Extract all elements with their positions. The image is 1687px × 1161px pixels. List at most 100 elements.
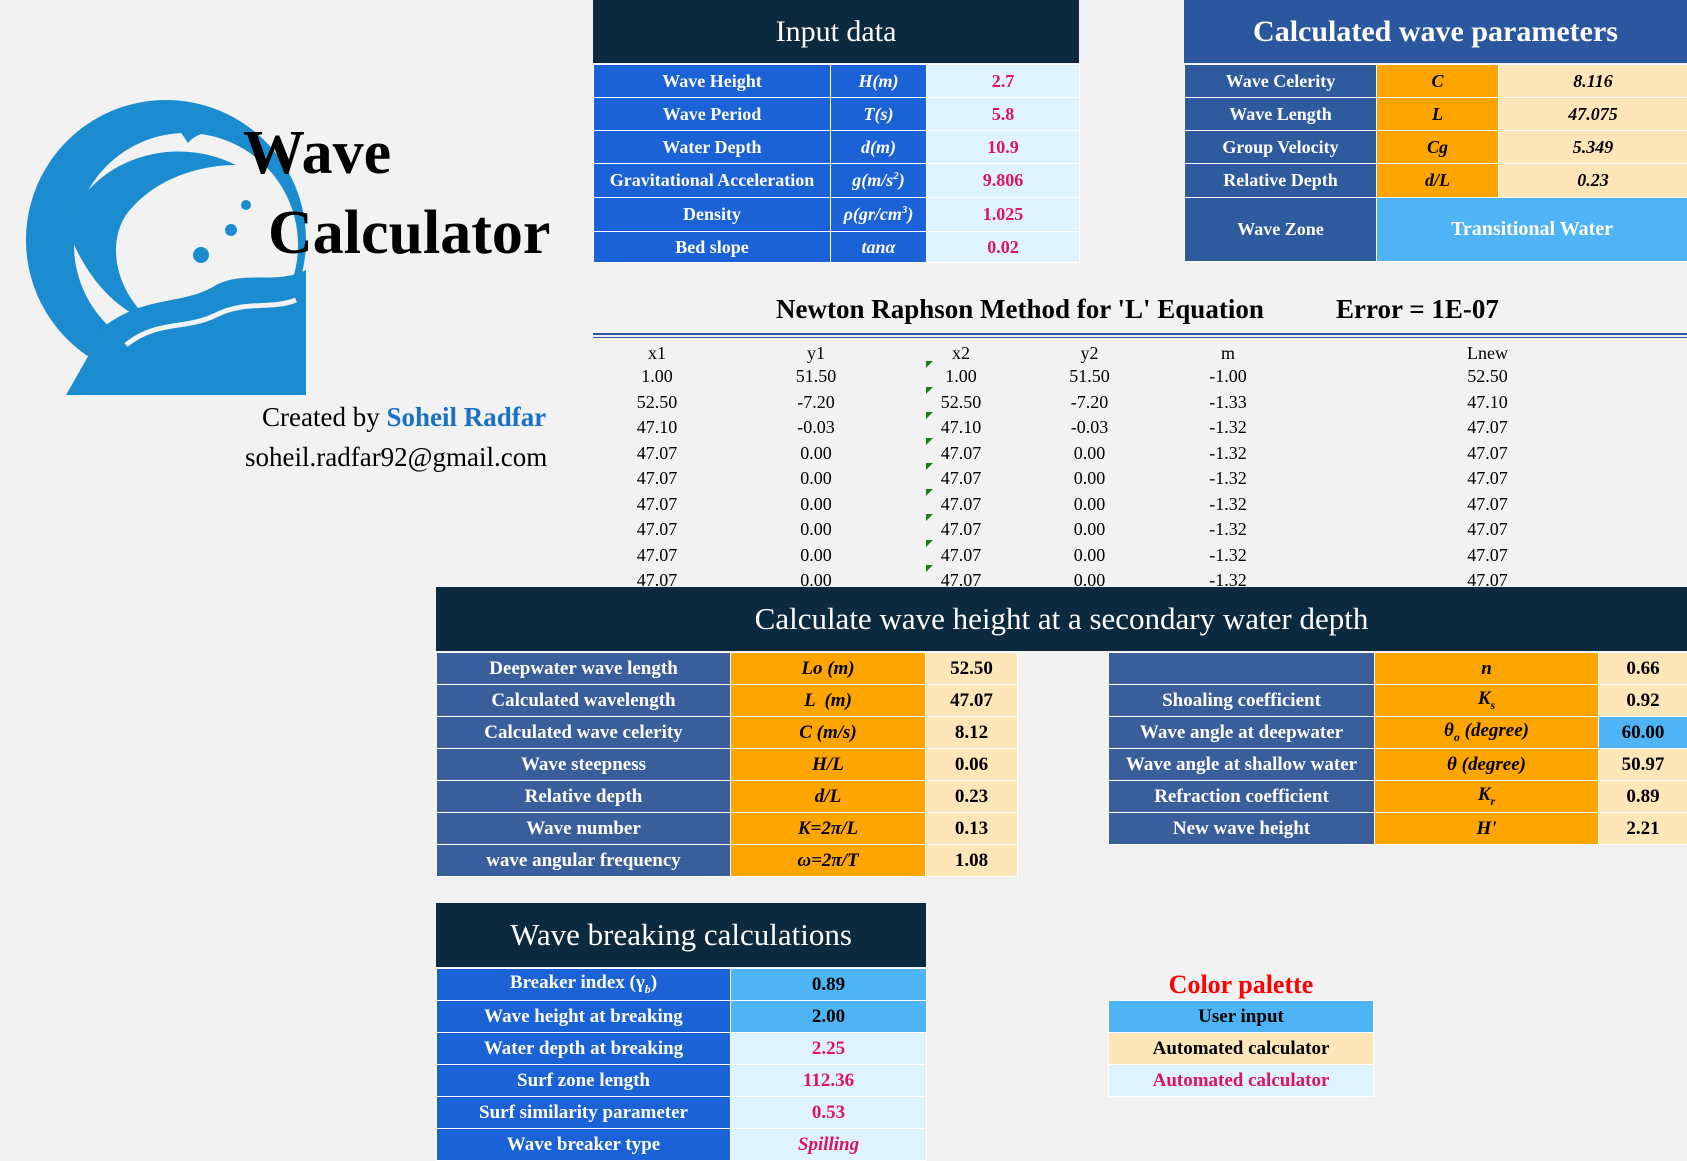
table-row: Wave height at breaking 2.00 xyxy=(437,1001,927,1033)
input-data-table: Wave Height H(m) 2.7 Wave Period T(s) 5.… xyxy=(593,64,1080,263)
calc-params-header: Calculated wave parameters xyxy=(1184,0,1687,63)
cell-indicator-icon xyxy=(926,412,933,419)
palette-user-input: User input xyxy=(1109,1001,1374,1033)
calc-value: 0.23 xyxy=(1499,164,1687,198)
calc-row-length: Wave Length L 47.075 xyxy=(1185,98,1687,131)
cell-indicator-icon xyxy=(926,361,933,368)
table-row: Surf zone length 112.36 xyxy=(437,1065,927,1097)
calc-symbol: Cg xyxy=(1377,131,1499,164)
calc-row-relative-depth: Relative Depth d/L 0.23 xyxy=(1185,164,1687,198)
input-label: Wave Period xyxy=(594,98,831,131)
input-label: Bed slope xyxy=(594,232,831,263)
input-row-gravity: Gravitational Acceleration g(m/s2) 9.806 xyxy=(594,164,1080,198)
calc-label: Wave Celerity xyxy=(1185,65,1377,98)
newton-col-header: y2 xyxy=(1011,342,1168,364)
wave-breaking-table: Breaker index (γb) 0.89 Wave height at b… xyxy=(436,968,927,1161)
input-value: 0.02 xyxy=(927,232,1080,263)
wave-breaking-header: Wave breaking calculations xyxy=(436,903,926,967)
table-row: Breaker index (γb) 0.89 xyxy=(437,969,927,1001)
color-palette-table: User input Automated calculator Automate… xyxy=(1108,1000,1374,1097)
input-value: 9.806 xyxy=(927,164,1080,198)
deepwater-angle-input[interactable]: 60.00 xyxy=(1599,717,1687,749)
secondary-depth-header: Calculate wave height at a secondary wat… xyxy=(436,587,1687,651)
newton-col-header: Lnew xyxy=(1288,342,1687,364)
logo-title-line1: Wave xyxy=(243,118,391,189)
input-value: 2.7 xyxy=(927,65,1080,98)
input-row-density: Density ρ(gr/cm3) 1.025 xyxy=(594,198,1080,232)
input-label: Water Depth xyxy=(594,131,831,164)
calc-value: 5.349 xyxy=(1499,131,1687,164)
calc-label: Group Velocity xyxy=(1185,131,1377,164)
cell-indicator-icon xyxy=(926,540,933,547)
newton-divider xyxy=(593,333,1687,335)
calc-symbol: d/L xyxy=(1377,164,1499,198)
cell-indicator-icon xyxy=(926,489,933,496)
calc-params-table: Wave Celerity C 8.116 Wave Length L 47.0… xyxy=(1184,64,1687,262)
input-data-header: Input data xyxy=(593,0,1079,63)
wave-zone-value: Transitional Water xyxy=(1377,198,1687,262)
input-label: Wave Height xyxy=(594,65,831,98)
input-row-water-depth: Water Depth d(m) 10.9 xyxy=(594,131,1080,164)
input-symbol: g(m/s2) xyxy=(831,164,927,198)
input-label: Density xyxy=(594,198,831,232)
table-row: Surf similarity parameter 0.53 xyxy=(437,1097,927,1129)
palette-automated-light: Automated calculator xyxy=(1109,1065,1374,1097)
newton-col-header: y1 xyxy=(721,342,911,364)
logo-title-line2: Calculator xyxy=(268,198,550,269)
calc-symbol: L xyxy=(1377,98,1499,131)
newton-title: Newton Raphson Method for 'L' Equation xyxy=(776,294,1264,325)
input-symbol: H(m) xyxy=(831,65,927,98)
input-label: Gravitational Acceleration xyxy=(594,164,831,198)
input-symbol: d(m) xyxy=(831,131,927,164)
input-row-wave-period: Wave Period T(s) 5.8 xyxy=(594,98,1080,131)
author-email: soheil.radfar92@gmail.com xyxy=(245,442,547,473)
calc-value: 8.116 xyxy=(1499,65,1687,98)
credits-line: Created by Soheil Radfar xyxy=(262,402,546,433)
input-row-wave-height: Wave Height H(m) 2.7 xyxy=(594,65,1080,98)
wave-zone-label: Wave Zone xyxy=(1185,198,1377,262)
input-symbol: T(s) xyxy=(831,98,927,131)
calc-row-group-velocity: Group Velocity Cg 5.349 xyxy=(1185,131,1687,164)
cell-indicator-icon xyxy=(926,438,933,445)
input-value: 5.8 xyxy=(927,98,1080,131)
cell-indicator-icon xyxy=(926,387,933,394)
newton-error: Error = 1E-07 xyxy=(1336,294,1499,325)
calc-row-celerity: Wave Celerity C 8.116 xyxy=(1185,65,1687,98)
created-by-text: Created by xyxy=(262,402,380,432)
calc-label: Wave Length xyxy=(1185,98,1377,131)
calc-value: 47.075 xyxy=(1499,98,1687,131)
input-value: 10.9 xyxy=(927,131,1080,164)
table-row: Water depth at breaking 2.25 xyxy=(437,1033,927,1065)
newton-divider-2 xyxy=(593,337,1687,338)
calc-symbol: C xyxy=(1377,65,1499,98)
breaker-index-input[interactable]: 0.89 xyxy=(731,969,927,1001)
cell-indicator-icon xyxy=(926,565,933,572)
newton-col-header: x1 xyxy=(593,342,721,364)
breaking-height-input[interactable]: 2.00 xyxy=(731,1001,927,1033)
input-value: 1.025 xyxy=(927,198,1080,232)
calc-label: Relative Depth xyxy=(1185,164,1377,198)
input-symbol: ρ(gr/cm3) xyxy=(831,198,927,232)
